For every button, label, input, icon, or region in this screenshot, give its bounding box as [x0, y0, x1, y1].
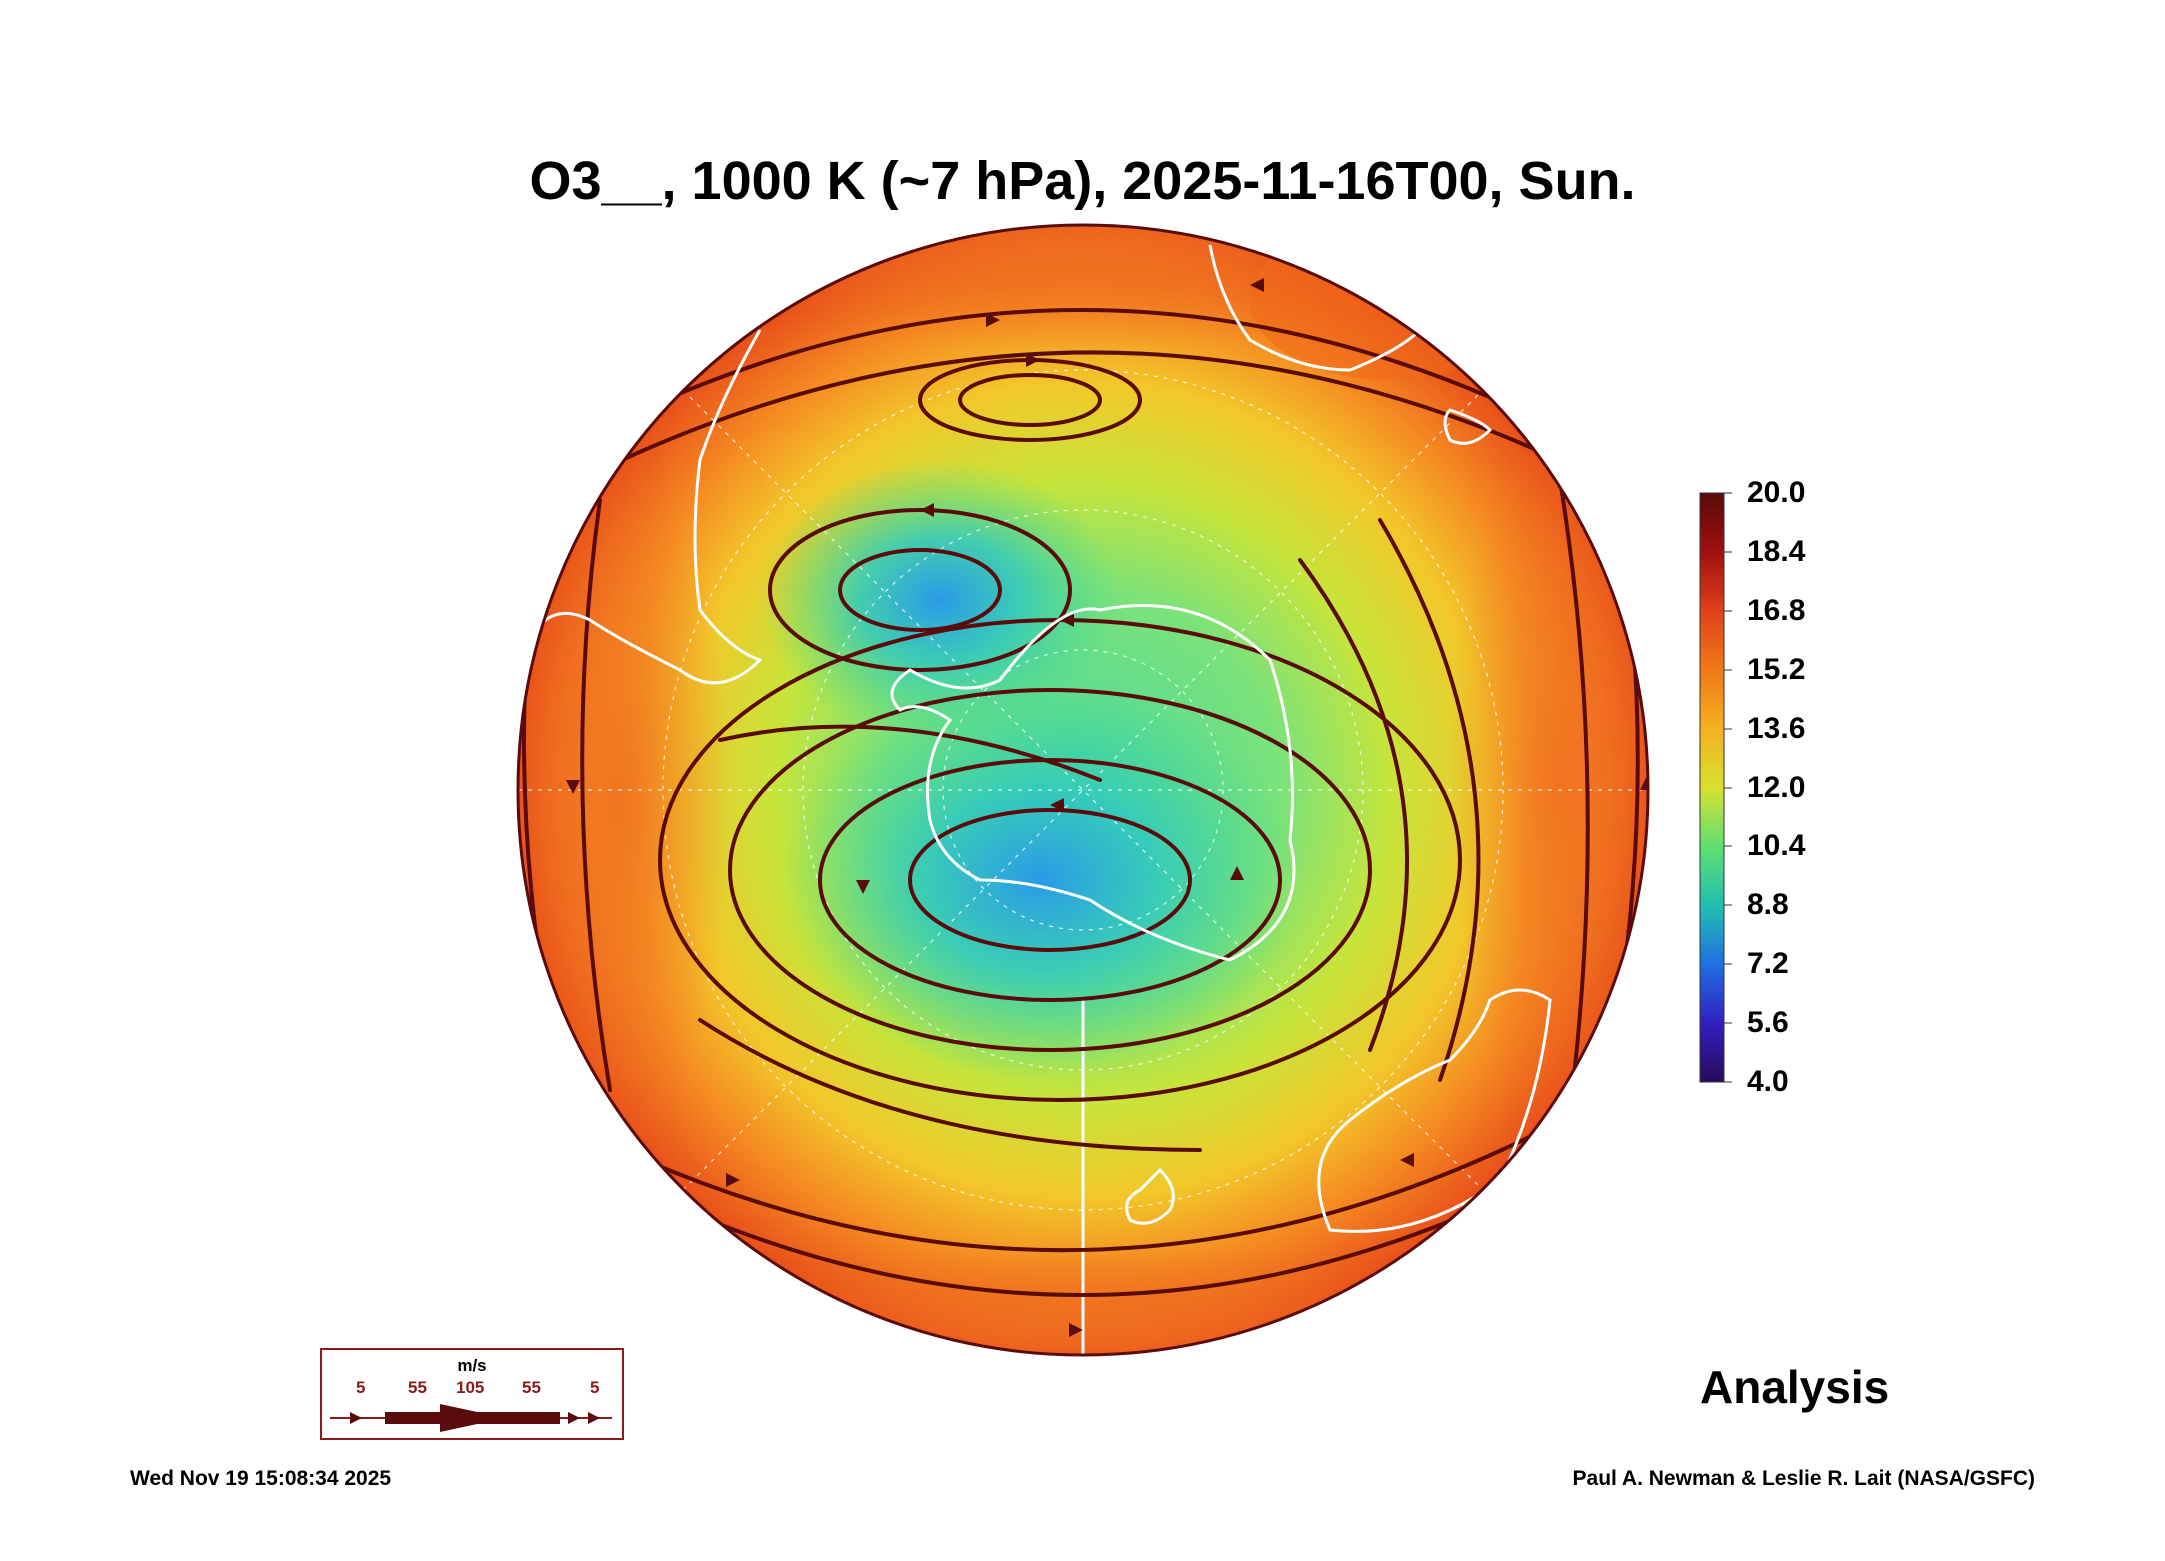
colorbar-label: 16.8	[1747, 594, 1806, 627]
colorbar-label: 20.0	[1747, 476, 1806, 509]
colorbar-ticks	[1724, 492, 1732, 1083]
colorbar-label: 4.0	[1747, 1065, 1789, 1098]
colorbar-label: 5.6	[1747, 1006, 1789, 1039]
wind-legend-unit: m/s	[457, 1356, 487, 1375]
ozone-field	[518, 225, 1648, 1355]
wind-legend-value: 55	[522, 1378, 541, 1397]
wind-legend-value: 5	[356, 1378, 366, 1397]
colorbar-label: 12.0	[1747, 771, 1806, 804]
wind-legend-value: 105	[456, 1378, 485, 1397]
colorbar-label: 7.2	[1747, 947, 1789, 980]
colorbar-label: 8.8	[1747, 888, 1789, 921]
analysis-label: Analysis	[1700, 1361, 1890, 1413]
wind-speed-legend: m/s 5 55 105 55 5	[320, 1348, 624, 1440]
streamline-arrows	[566, 278, 1648, 1337]
wind-legend-arrow	[330, 1404, 612, 1432]
colorbar-label: 18.4	[1747, 535, 1806, 568]
colorbar-label: 13.6	[1747, 712, 1806, 745]
colorbar-label: 15.2	[1747, 653, 1806, 686]
colorbar-label: 10.4	[1747, 829, 1806, 862]
credit: Paul A. Newman & Leslie R. Lait (NASA/GS…	[1572, 1467, 2035, 1490]
graticule	[518, 369, 1648, 1211]
wind-legend-value: 55	[408, 1378, 427, 1397]
colorbar	[1699, 492, 1725, 1083]
page-title: O3__, 1000 K (~7 hPa), 2025-11-16T00, Su…	[529, 151, 1636, 211]
map-border	[516, 223, 1650, 1357]
timestamp: Wed Nov 19 15:08:34 2025	[130, 1467, 392, 1490]
coastline-outline-icon	[528, 244, 1552, 1233]
wind-legend-value: 5	[590, 1378, 600, 1397]
